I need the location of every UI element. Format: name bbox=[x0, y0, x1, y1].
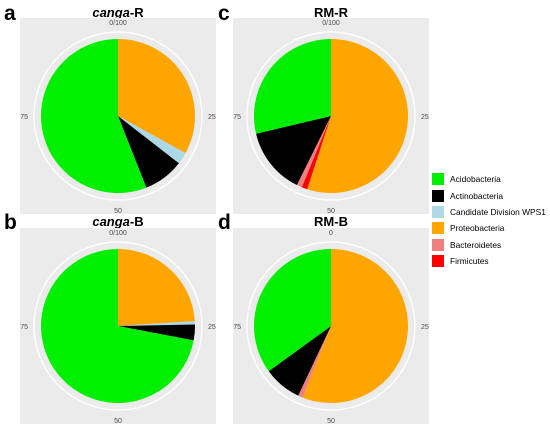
tick-label: 0/100 bbox=[322, 20, 340, 27]
pie-slice bbox=[118, 39, 196, 154]
pie-svg: 0/100 25 50 75 bbox=[20, 230, 216, 424]
panel-title-d: RM-B bbox=[231, 214, 431, 229]
legend-swatch bbox=[432, 173, 444, 186]
legend-swatch bbox=[432, 222, 444, 235]
pie-slice bbox=[296, 116, 331, 188]
tick-label: 75 bbox=[233, 114, 241, 121]
pie-slice bbox=[301, 116, 331, 190]
tick-label: 50 bbox=[327, 208, 335, 214]
panel-title-b: canga-B bbox=[18, 214, 218, 229]
pie-slice bbox=[118, 324, 196, 341]
pie-chart-a: 0/100 25 50 75 bbox=[20, 18, 216, 214]
tick-label: 0/100 bbox=[109, 20, 127, 27]
legend-swatch bbox=[432, 238, 444, 251]
guide-ring bbox=[246, 31, 416, 201]
pie-slice bbox=[118, 249, 195, 326]
panel-title-b-suffix: -B bbox=[129, 214, 144, 229]
pie-svg: 0/100 25 50 75 bbox=[233, 20, 429, 214]
panel-title-a-italic: canga bbox=[92, 5, 130, 20]
tick-label: 25 bbox=[208, 324, 216, 331]
tick-label: 25 bbox=[208, 114, 216, 121]
legend-label: Firmicutes bbox=[450, 256, 489, 267]
panel-title-b-italic: canga bbox=[92, 214, 130, 229]
panel-letter-a: a bbox=[4, 2, 16, 25]
legend-label: Bacteroidetes bbox=[450, 239, 502, 250]
tick-label: 25 bbox=[421, 324, 429, 331]
pie-slice bbox=[40, 38, 147, 194]
legend-label: Acidobacteria bbox=[450, 174, 501, 185]
legend-item: Firmicutes bbox=[432, 253, 546, 269]
tick-label: 50 bbox=[114, 208, 122, 214]
pie-slice bbox=[118, 116, 186, 164]
tick-label: 50 bbox=[327, 418, 335, 424]
legend-swatch bbox=[432, 189, 444, 202]
legend-swatch bbox=[432, 255, 444, 268]
panel-title-a: canga-R bbox=[18, 5, 218, 20]
pie-slice bbox=[298, 326, 331, 398]
pie-chart-d: 0 25 50 75 bbox=[233, 228, 429, 424]
tick-label: 75 bbox=[233, 324, 241, 331]
pie-slice bbox=[302, 249, 409, 403]
pie-chart-b: 0/100 25 50 75 bbox=[20, 228, 216, 424]
panel-title-d-suffix: RM-B bbox=[314, 214, 348, 229]
panel-letter-c: c bbox=[218, 2, 230, 25]
pie-slice bbox=[118, 321, 195, 326]
pie-svg: 0/100 25 50 75 bbox=[20, 20, 216, 214]
panel-title-a-suffix: -R bbox=[129, 5, 144, 20]
panel-letter-d: d bbox=[218, 211, 231, 234]
panel-title-c: RM-R bbox=[231, 5, 431, 20]
legend-item: Proteobacteria bbox=[432, 220, 546, 236]
pie-slice bbox=[256, 116, 331, 186]
pie-slice bbox=[253, 38, 331, 134]
tick-label: 75 bbox=[20, 324, 28, 331]
guide-ring bbox=[33, 31, 203, 201]
legend: Acidobacteria Actinobacteria Candidate D… bbox=[432, 171, 546, 269]
pie-chart-c: 0/100 25 50 75 bbox=[233, 18, 429, 214]
legend-item: Actinobacteria bbox=[432, 187, 546, 203]
legend-swatch bbox=[432, 205, 444, 218]
pie-slice bbox=[254, 249, 331, 372]
tick-label: 0 bbox=[329, 230, 333, 237]
tick-label: 25 bbox=[421, 114, 429, 121]
guide-ring bbox=[33, 241, 203, 411]
tick-label: 75 bbox=[20, 114, 28, 121]
pie-slice bbox=[307, 39, 409, 194]
legend-item: Candidate Division WPS1 bbox=[432, 204, 546, 220]
pie-svg: 0 25 50 75 bbox=[233, 230, 429, 424]
pie-slice bbox=[268, 326, 331, 396]
legend-label: Actinobacteria bbox=[450, 190, 504, 201]
legend-item: Acidobacteria bbox=[432, 171, 546, 187]
tick-label: 0/100 bbox=[109, 230, 127, 237]
legend-item: Bacteroidetes bbox=[432, 237, 546, 253]
panel-letter-b: b bbox=[4, 211, 17, 234]
panel-title-c-suffix: RM-R bbox=[314, 5, 348, 20]
pie-slice bbox=[118, 116, 179, 188]
tick-label: 50 bbox=[114, 418, 122, 424]
pie-slice bbox=[41, 249, 194, 403]
legend-label: Proteobacteria bbox=[450, 223, 505, 234]
legend-label: Candidate Division WPS1 bbox=[450, 206, 546, 217]
guide-ring bbox=[246, 241, 416, 411]
